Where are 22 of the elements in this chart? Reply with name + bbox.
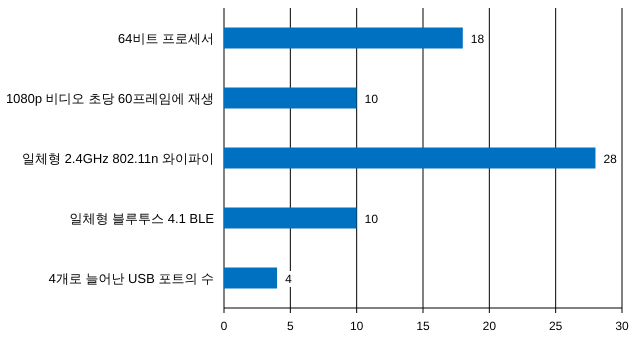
x-tick-label: 15: [416, 319, 430, 333]
x-tick-label: 10: [350, 319, 364, 333]
x-tick-label: 5: [286, 319, 294, 333]
data-label: 10: [364, 212, 378, 226]
y-tick-label: 64비트 프로세서: [118, 31, 214, 46]
bar: [224, 148, 596, 168]
data-label: 4: [285, 272, 292, 286]
x-tick-label: 30: [615, 319, 629, 333]
bar: [224, 268, 278, 288]
y-tick-label: 1080p 비디오 초당 60프레임에 재생: [6, 91, 214, 106]
x-tick-label: 25: [548, 319, 563, 333]
x-tick-label: 0: [220, 319, 228, 333]
bar: [224, 28, 463, 48]
y-tick-label: 일체형 블루투스 4.1 BLE: [70, 211, 214, 226]
y-tick-label: 일체형 2.4GHz 802.11n 와이파이: [22, 151, 214, 166]
y-tick-label: 4개로 늘어난 USB 포트의 수: [48, 271, 214, 286]
data-label: 18: [470, 32, 484, 46]
bar: [224, 208, 357, 228]
data-label: 28: [603, 152, 618, 166]
x-tick-label: 20: [482, 319, 496, 333]
bar: [224, 88, 357, 108]
data-label: 10: [364, 92, 378, 106]
